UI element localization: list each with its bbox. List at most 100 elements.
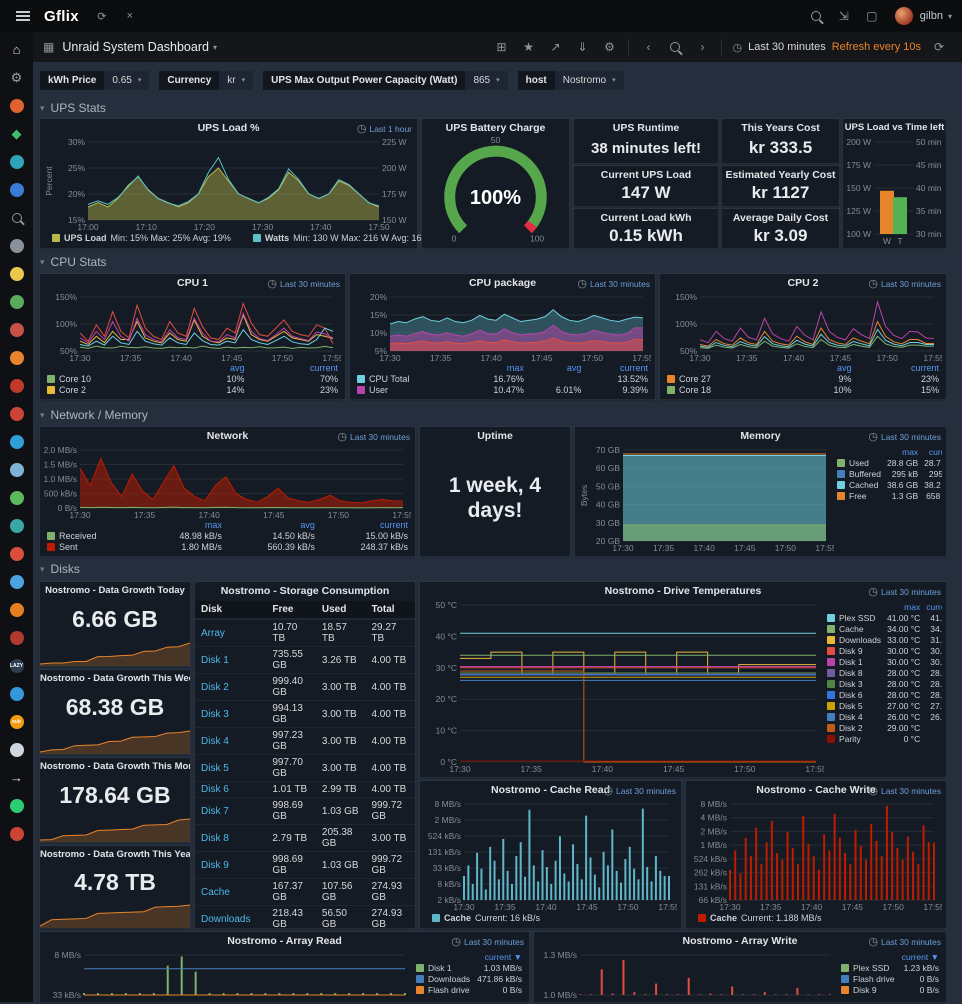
zoom-out-button[interactable] xyxy=(662,36,688,58)
sidebar-shortcut-plant[interactable] xyxy=(8,293,26,310)
panel-title[interactable]: This Years Cost xyxy=(741,122,820,134)
panel-title[interactable]: CPU 1 xyxy=(177,277,208,289)
sidebar-shortcut-beer[interactable] xyxy=(8,265,26,282)
sidebar-shortcut-shield[interactable] xyxy=(8,377,26,394)
sidebar-shortcut-bank[interactable] xyxy=(8,741,26,758)
legend-item[interactable]: Disk 930.00 °C30.00 °C xyxy=(824,646,942,657)
panel-title[interactable]: Current UPS Load xyxy=(600,169,692,181)
legend-item[interactable]: Cache Current: 1.188 MB/s xyxy=(698,913,822,923)
panel-timerange[interactable]: ◷ Last 30 minutes xyxy=(337,430,410,443)
panel-title[interactable]: Uptime xyxy=(477,430,513,442)
sidebar-shortcut-apps[interactable] xyxy=(8,405,26,422)
graph-plot-area[interactable]: 8 MB/s 4 MB/s 2 MB/s 1 MB/s 524 kB/s 262 kB/s… xyxy=(690,799,945,912)
graph-plot-area[interactable]: 150% 100% 50% 17:30 17:35 17:40 17:45 17:50 17:5… xyxy=(44,292,344,363)
sidebar-shortcut-eye[interactable] xyxy=(8,433,26,450)
legend-item[interactable]: Watts Min: 130 W Max: 216 W Avg: 162 W xyxy=(252,233,438,243)
sidebar-shortcut-circle-blue[interactable] xyxy=(8,181,26,198)
sidebar-shortcut-tools[interactable] xyxy=(8,321,26,338)
legend-sort-current[interactable]: current xyxy=(619,363,648,373)
legend-sort-avg[interactable]: avg xyxy=(300,520,315,530)
legend-sort-avg[interactable]: avg xyxy=(836,363,852,373)
legend-item[interactable]: Disk 328.00 °C28.00 °C xyxy=(824,679,942,690)
legend-sort-current[interactable]: current xyxy=(309,363,338,373)
panel-title[interactable]: Nostromo - Storage Consumption xyxy=(220,585,390,597)
menu-toggle-button[interactable] xyxy=(10,5,36,27)
column-header-disk[interactable]: Disk xyxy=(195,601,267,620)
sidebar-shortcut-target[interactable] xyxy=(8,825,26,842)
panel-timerange[interactable]: ◷ Last 1 hour xyxy=(357,122,412,135)
legend-item[interactable]: Received 48.98 kB/s 14.50 kB/s 15.00 kB/s xyxy=(44,531,411,542)
panel-timerange[interactable]: ◷ Last 30 minutes xyxy=(603,784,676,797)
panel-title[interactable]: Nostromo - Drive Temperatures xyxy=(604,585,762,597)
sidebar-shortcut-github[interactable] xyxy=(8,797,26,814)
sidebar-shortcut-drop[interactable] xyxy=(8,685,26,702)
legend-sort-current[interactable]: current ▼ xyxy=(901,952,939,962)
variable-value-dropdown[interactable]: Nostromo ▾ xyxy=(554,70,624,90)
legend-item[interactable]: Downloads 471.86 kB/s xyxy=(413,974,525,985)
variable-value-dropdown[interactable]: 865 ▾ xyxy=(465,70,508,90)
sidebar-signout-icon[interactable]: → xyxy=(10,770,23,785)
legend-item[interactable]: Flash drive 0 B/s xyxy=(413,985,525,996)
legend-sort-max[interactable]: max xyxy=(902,447,919,457)
row-header-ups-stats[interactable]: ▾ UPS Stats xyxy=(40,99,106,117)
panel-title[interactable]: Network xyxy=(206,430,249,442)
row-header-network-memory[interactable]: ▾ Network / Memory xyxy=(40,406,148,424)
graph-plot-area[interactable]: 8 MB/s 2 MB/s 524 kB/s 131 kB/s 33 kB/s 8 kB/… xyxy=(424,799,680,912)
panel-timerange[interactable]: ◷ Last 30 minutes xyxy=(451,935,524,948)
sidebar-home-icon[interactable]: ⌂ xyxy=(12,42,21,57)
panel-title[interactable]: Nostromo - Array Write xyxy=(682,935,798,947)
legend-sort-current[interactable]: current ▼ xyxy=(484,952,522,962)
legend-sort-max[interactable]: max xyxy=(904,602,921,612)
add-panel-button[interactable]: ⊞ xyxy=(496,40,507,54)
legend-item[interactable]: CPU Total 16.76% 13.52% xyxy=(354,374,651,385)
panel-title[interactable]: UPS Battery Charge xyxy=(445,122,546,134)
graph-plot-area[interactable]: 70 GB 60 GB 50 GB 40 GB 30 GB 20 GB 17:30 17:35… xyxy=(579,445,837,553)
panel-title[interactable]: Nostromo - Data Growth This Month xyxy=(40,761,190,772)
variable-value-dropdown[interactable]: kr ▾ xyxy=(219,70,254,90)
legend-item[interactable]: Core 18 10% 15% xyxy=(664,385,942,396)
display-icon[interactable]: ▢ xyxy=(866,9,878,23)
sidebar-shortcut-robot[interactable] xyxy=(8,237,26,254)
cycle-icon[interactable]: ⟳ xyxy=(97,10,107,23)
dashboard-title[interactable]: Unraid System Dashboard xyxy=(62,40,209,54)
panel-timerange[interactable]: ◷ Last 30 minutes xyxy=(868,784,941,797)
panel-title[interactable]: Nostromo - Array Read xyxy=(227,935,342,947)
legend-sort-avg[interactable]: avg xyxy=(566,363,582,373)
time-back-button[interactable]: ‹ xyxy=(646,40,651,54)
sidebar-shortcut-leaf[interactable] xyxy=(8,489,26,506)
column-header-free[interactable]: Free xyxy=(266,601,316,620)
panel-title[interactable]: Memory xyxy=(740,430,781,442)
legend-sort-current[interactable]: current xyxy=(379,520,408,530)
sidebar-settings-icon[interactable]: ⚙ xyxy=(10,69,23,85)
legend-item[interactable]: UPS Load Min: 15% Max: 25% Avg: 19% xyxy=(52,233,231,243)
legend-item[interactable]: Disk 130.00 °C30.00 °C xyxy=(824,657,942,668)
legend-item[interactable]: Disk 628.00 °C28.00 °C xyxy=(824,690,942,701)
graph-plot-area[interactable]: 20% 15% 10% 5% 17:30 17:35 17:40 17:45 17:50 17:5… xyxy=(354,292,654,363)
legend-item[interactable]: Sent 1.80 MB/s 560.39 kB/s 248.37 kB/s xyxy=(44,542,411,553)
legend-item[interactable]: Disk 229.00 °C0 °C xyxy=(824,723,942,734)
legend-item[interactable]: Core 2 14% 23% xyxy=(44,385,341,396)
legend-sort-current[interactable]: current xyxy=(910,363,939,373)
panel-timerange[interactable]: ◷ Last 30 minutes xyxy=(868,935,941,948)
sidebar-shortcut-unraid[interactable] xyxy=(8,349,26,366)
panel-timerange[interactable]: ◷ Last 30 minutes xyxy=(267,277,340,290)
panel-title[interactable]: UPS Runtime xyxy=(612,122,680,134)
graph-plot-area[interactable]: 1.3 MB/s 1.0 MB/s xyxy=(538,950,838,1000)
legend-item[interactable]: Disk 426.00 °C26.00 °C xyxy=(824,712,942,723)
legend-item[interactable]: Core 27 9% 23% xyxy=(664,374,942,385)
graph-plot-area[interactable]: 8 MB/s 33 kB/s xyxy=(44,950,413,1000)
time-picker[interactable]: ◷ Last 30 minutes Refresh every 10s xyxy=(728,41,925,54)
sidebar-shortcut-grafana[interactable] xyxy=(8,97,26,114)
panel-title[interactable]: Nostromo - Cache Write xyxy=(756,784,876,796)
panel-timerange[interactable]: ◷ Last 30 minutes xyxy=(868,430,941,443)
legend-item[interactable]: Cache Current: 16 kB/s xyxy=(432,913,540,923)
panel-timerange[interactable]: ◷ Last 30 minutes xyxy=(868,277,941,290)
column-header-used[interactable]: Used xyxy=(315,601,366,620)
panel-title[interactable]: CPU 2 xyxy=(787,277,819,289)
